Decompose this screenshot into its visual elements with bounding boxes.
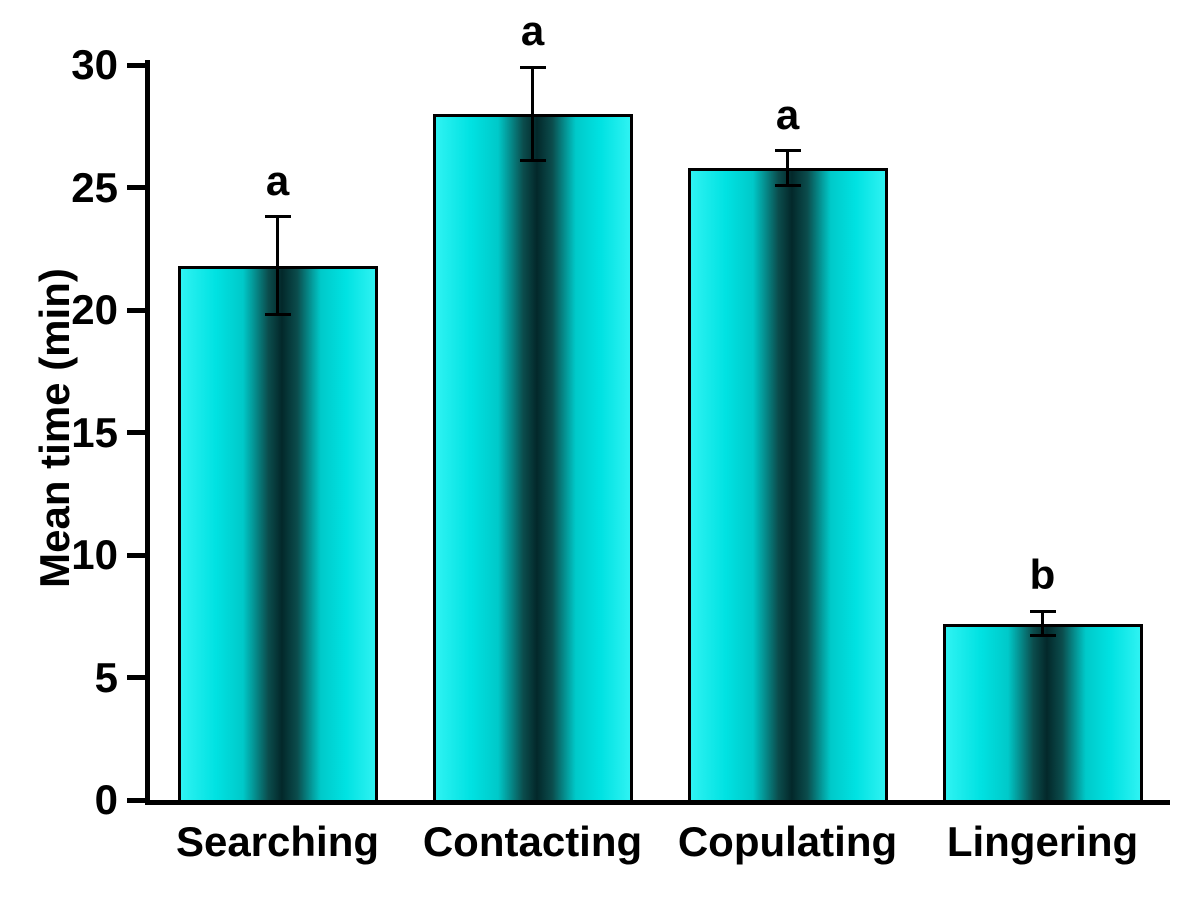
bar-searching: [177, 265, 378, 803]
error-bar-contacting: [531, 67, 534, 161]
y-tick: [127, 797, 145, 803]
x-axis-line: [145, 800, 1170, 805]
y-tick-label: 25: [71, 163, 118, 211]
y-tick: [127, 62, 145, 68]
y-tick: [127, 552, 145, 558]
y-axis-line: [145, 60, 150, 805]
y-tick: [127, 430, 145, 435]
error-bar-copulating: [786, 150, 789, 186]
error-bar-cap: [774, 183, 801, 187]
category-label-searching: Searching: [175, 818, 380, 865]
significance-letter-copulating: a: [775, 90, 800, 138]
error-bar-cap: [1029, 609, 1056, 613]
error-bar-cap: [519, 159, 546, 163]
y-tick-label: 15: [71, 408, 118, 456]
bar-copulating: [687, 167, 888, 803]
significance-letter-searching: a: [265, 156, 290, 204]
error-bar-cap: [1029, 634, 1056, 638]
significance-letter-contacting: a: [520, 7, 545, 55]
y-tick-label: 0: [94, 776, 118, 823]
category-label-lingering: Lingering: [946, 818, 1139, 865]
category-label-copulating: Copulating: [677, 818, 898, 865]
y-tick-label: 5: [94, 653, 118, 701]
error-bar-cap: [519, 65, 546, 69]
bar-lingering: [942, 623, 1143, 803]
error-bar-lingering: [1041, 611, 1044, 636]
y-tick-label: 20: [71, 286, 118, 333]
bar-contacting: [432, 114, 633, 803]
error-bar-cap: [264, 313, 291, 317]
y-tick: [127, 307, 145, 313]
error-bar-cap: [774, 149, 801, 153]
significance-letter-lingering: b: [1029, 551, 1056, 599]
y-tick: [127, 675, 145, 680]
y-tick: [127, 185, 145, 190]
error-bar-searching: [276, 216, 279, 315]
category-label-contacting: Contacting: [422, 818, 643, 865]
y-tick-label: 30: [71, 41, 118, 88]
error-bar-cap: [264, 215, 291, 219]
y-tick-label: 10: [71, 531, 118, 578]
